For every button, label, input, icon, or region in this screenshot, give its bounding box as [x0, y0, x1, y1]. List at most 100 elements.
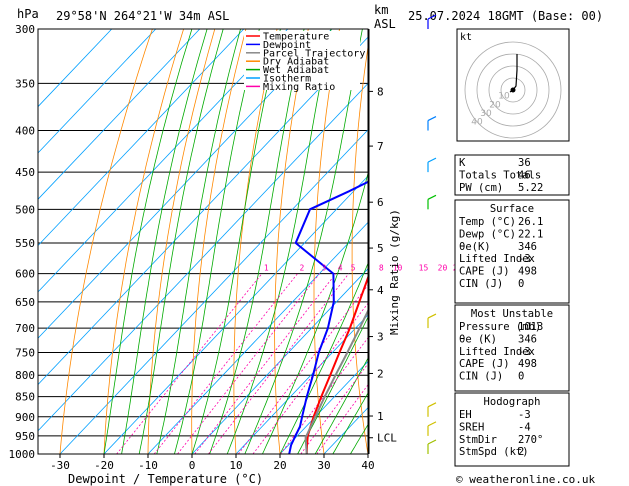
isotherm: [279, 360, 368, 454]
mixing-ratio-line: [237, 284, 368, 454]
pressure-tick-label: 400: [15, 125, 35, 138]
plot-area: [38, 29, 629, 454]
legend-label: Dewpoint: [263, 40, 311, 51]
copyright-label: © weatheronline.co.uk: [456, 473, 595, 486]
legend-label: Mixing Ratio: [263, 82, 335, 93]
isotherm: [38, 29, 157, 154]
index-value: 36: [518, 157, 531, 169]
x-tick-label: 40: [361, 459, 374, 472]
wind-barb-flag: [427, 313, 437, 319]
wind-barb-flag: [427, 116, 437, 122]
index-value: 5.22: [518, 182, 543, 194]
mixing-ratio-line: [194, 273, 337, 454]
hodograph-ring-label: 20: [489, 100, 501, 110]
mixing-ratio-label: 2: [299, 264, 304, 273]
index-label: θe (K): [459, 333, 497, 345]
legend-label: Isotherm: [263, 74, 311, 85]
hodograph-title: Hodograph: [484, 396, 541, 408]
isotherm: [147, 221, 368, 454]
dry-adiabat: [274, 29, 309, 454]
index-label: CAPE (J): [459, 358, 510, 370]
index-value: 2: [518, 446, 524, 458]
height-tick-label: 3: [377, 331, 384, 344]
wet-adiabat: [121, 29, 208, 454]
isotherm: [38, 82, 368, 432]
wet-adiabat: [138, 29, 224, 454]
index-label: Totals Totals: [459, 169, 541, 181]
height-tick-label: 5: [377, 242, 384, 255]
pressure-tick-label: 950: [15, 430, 35, 443]
index-label: CIN (J): [459, 278, 503, 290]
pressure-tick-label: 550: [15, 237, 35, 250]
height-tick-label: 4: [377, 284, 384, 297]
indices-box-top: [454, 154, 570, 196]
height-tick-label: 6: [377, 196, 384, 209]
mixing-ratio-label: 5: [351, 264, 356, 273]
wet-adiabat: [262, 171, 368, 454]
mixing-ratio-label: 10: [393, 264, 403, 273]
x-tick-label: -10: [138, 459, 158, 472]
x-tick-label: 10: [229, 459, 242, 472]
dry-adiabat: [103, 29, 184, 454]
index-value: 22.1: [518, 228, 543, 240]
index-label: StmSpd (kt): [459, 446, 529, 458]
hodograph-unit-label: kt: [460, 32, 472, 43]
isotherm: [38, 29, 289, 293]
x-axis-label: Dewpoint / Temperature (°C): [68, 472, 263, 486]
hodograph-ring: [476, 53, 550, 127]
index-value: -3: [518, 409, 531, 421]
mixing-ratio-line: [153, 273, 298, 454]
pressure-tick-label: 750: [15, 346, 35, 359]
height-unit-bottom: ASL: [374, 17, 396, 31]
index-value: 346: [518, 241, 537, 253]
index-label: CAPE (J): [459, 266, 510, 278]
indices-box-surface: [454, 199, 570, 304]
isotherm: [235, 314, 368, 454]
dry-adiabat: [233, 29, 278, 454]
index-value: 270°: [518, 434, 543, 446]
index-value: 0: [518, 371, 524, 383]
dry-adiabat: [589, 29, 629, 454]
x-tick-label: 30: [317, 459, 330, 472]
plot-frame: [37, 28, 369, 455]
index-label: Lifted Index: [459, 253, 535, 265]
index-label: CIN (J): [459, 371, 503, 383]
isotherm: [59, 129, 368, 454]
wind-barb-flag: [427, 14, 437, 20]
wet-adiabat: [156, 29, 241, 454]
pressure-tick-label: 650: [15, 296, 35, 309]
index-label: PW (cm): [459, 182, 503, 194]
mixing-ratio-label: 20: [438, 264, 448, 273]
most-unstable-title: Most Unstable: [471, 308, 553, 320]
x-tick-label: -20: [94, 459, 114, 472]
index-value: 346: [518, 333, 537, 345]
wet-adiabat: [314, 357, 368, 454]
indices-box-most-unstable: [454, 304, 570, 392]
x-tick-label: -30: [50, 459, 70, 472]
index-value: -4: [518, 421, 531, 433]
hodograph-ring-label: 10: [498, 92, 510, 102]
pressure-tick-label: 700: [15, 322, 35, 335]
pressure-tick-label: 850: [15, 391, 35, 404]
series-dewpoint: [288, 180, 368, 454]
index-value: 498: [518, 266, 537, 278]
mixing-ratio-line: [116, 273, 263, 454]
wet-adiabat: [244, 29, 363, 454]
index-label: StmDir: [459, 434, 497, 446]
hodograph-frame: [456, 28, 570, 142]
pressure-tick-label: 350: [15, 77, 35, 90]
index-value: -3: [518, 346, 531, 358]
wet-adiabat: [209, 29, 305, 454]
index-label: EH: [459, 409, 472, 421]
chart-header: hPa 29°58'N 264°21'W 34m ASL km ASL 25.0…: [17, 3, 603, 31]
index-label: Pressure (mb): [459, 321, 541, 333]
wind-barb-flag: [427, 421, 437, 427]
mixing-ratio-label: 4: [338, 264, 343, 273]
pressure-unit-label: hPa: [17, 7, 39, 21]
wet-adiabat: [226, 29, 332, 454]
isotherm: [38, 36, 368, 386]
wind-barb-flag: [427, 194, 437, 200]
